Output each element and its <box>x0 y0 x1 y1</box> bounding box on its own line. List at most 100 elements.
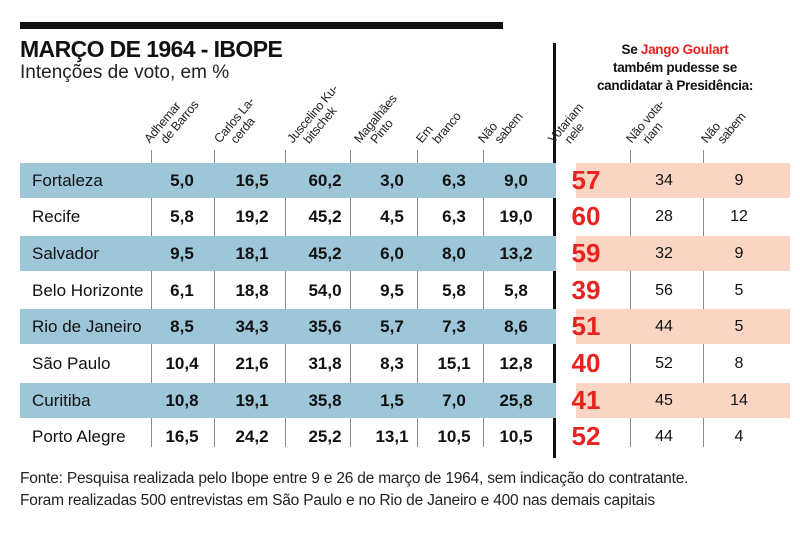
vote-percent-cell: 18,1 <box>235 244 269 263</box>
jango-dont-know-cell: 4 <box>734 428 744 445</box>
jango-dont-know-cell: 9 <box>734 172 744 189</box>
table-row: Recife 5,8 19,2 45,2 4,5 6,3 19,0 60 28 12 <box>20 199 790 234</box>
vote-percent-cell: 5,7 <box>380 317 404 336</box>
vote-percent-cell: 31,8 <box>308 354 342 373</box>
vote-percent-cell: 7,0 <box>442 391 466 410</box>
vote-percent-cell: 3,0 <box>380 171 404 190</box>
footnote-line2: Foram realizadas 500 entrevistas em São … <box>20 492 655 509</box>
column-header: Em branco <box>413 102 464 154</box>
jango-would-vote-cell: 39 <box>571 275 601 305</box>
vote-percent-cell: 45,2 <box>308 207 342 226</box>
city-name: Porto Alegre <box>32 427 126 446</box>
vote-percent-cell: 5,8 <box>442 281 466 300</box>
row-shade-right <box>576 383 790 418</box>
vote-percent-cell: 35,6 <box>308 317 342 336</box>
vote-percent-cell: 6,3 <box>442 171 466 190</box>
vote-percent-cell: 9,0 <box>504 171 528 190</box>
jango-dont-know-cell: 14 <box>730 392 748 409</box>
row-shade-left <box>20 236 556 271</box>
vote-percent-cell: 45,2 <box>308 244 342 263</box>
table-row: Rio de Janeiro 8,5 34,3 35,6 5,7 7,3 8,6 51 44 5 <box>20 309 790 344</box>
vote-percent-cell: 6,3 <box>442 207 466 226</box>
city-name: São Paulo <box>32 354 111 373</box>
table-row: Fortaleza 5,0 16,5 60,2 3,0 6,3 9,0 57 34 9 <box>20 163 790 198</box>
column-gridline <box>703 150 704 447</box>
table-row: São Paulo 10,4 21,6 31,8 8,3 15,1 12,8 40 52 8 <box>20 346 790 381</box>
city-name: Recife <box>32 207 81 226</box>
jango-would-not-vote-cell: 52 <box>655 355 673 372</box>
vote-percent-cell: 4,5 <box>380 207 404 226</box>
vote-percent-cell: 54,0 <box>308 281 342 300</box>
column-header: Magalhães Pinto <box>351 92 409 154</box>
vote-percent-cell: 8,3 <box>380 354 404 373</box>
vote-percent-cell: 8,6 <box>504 317 528 336</box>
jango-note-prefix: Se <box>621 42 641 57</box>
column-gridline <box>417 150 418 447</box>
vote-percent-cell: 25,8 <box>499 391 533 410</box>
vote-percent-cell: 10,8 <box>165 391 199 410</box>
city-name: Salvador <box>32 244 100 263</box>
column-header: Adhemar de Barros <box>141 90 201 154</box>
jango-dont-know-cell: 12 <box>730 208 748 225</box>
vote-percent-cell: 19,1 <box>235 391 269 410</box>
city-name: Curitiba <box>32 391 91 410</box>
column-gridline <box>483 150 484 447</box>
jango-would-not-vote-cell: 44 <box>655 318 673 335</box>
jango-would-vote-cell: 41 <box>571 385 601 415</box>
jango-would-not-vote-cell: 28 <box>655 208 673 225</box>
jango-would-not-vote-cell: 32 <box>655 245 673 262</box>
jango-would-vote-cell: 51 <box>571 311 601 341</box>
vote-percent-cell: 10,5 <box>499 427 533 446</box>
column-header: Não sabem <box>475 102 525 154</box>
jango-would-not-vote-cell: 34 <box>655 172 673 189</box>
jango-dont-know-cell: 8 <box>734 355 744 372</box>
vote-percent-cell: 18,8 <box>235 281 269 300</box>
city-name: Fortaleza <box>32 171 103 190</box>
column-header: Juscelino Ku-bitschek <box>284 82 351 154</box>
vote-percent-cell: 16,5 <box>235 171 269 190</box>
jango-would-vote-cell: 59 <box>571 238 601 268</box>
top-rule <box>20 22 503 29</box>
jango-name: Jango Goulart <box>640 42 729 57</box>
row-shade-left <box>20 309 556 344</box>
row-shade-right <box>576 236 790 271</box>
column-header: Carlos La-cerda <box>211 95 267 154</box>
vote-percent-cell: 8,5 <box>170 317 194 336</box>
vote-percent-cell: 1,5 <box>380 391 404 410</box>
jango-would-vote-cell: 40 <box>571 348 601 378</box>
vote-percent-cell: 15,1 <box>437 354 471 373</box>
column-gridline <box>214 150 215 447</box>
vote-percent-cell: 60,2 <box>308 171 342 190</box>
city-name: Belo Horizonte <box>32 281 144 300</box>
column-header: Não vota-riam <box>623 97 677 154</box>
jango-would-vote-cell: 52 <box>571 421 601 451</box>
vote-percent-cell: 12,8 <box>499 354 533 373</box>
vote-percent-cell: 6,1 <box>170 281 194 300</box>
vote-percent-cell: 5,8 <box>170 207 194 226</box>
row-shade-left <box>20 383 556 418</box>
vote-percent-cell: 9,5 <box>170 244 194 263</box>
vote-percent-cell: 35,8 <box>308 391 342 410</box>
column-header: Não sabem <box>698 102 748 154</box>
jango-dont-know-cell: 5 <box>734 318 744 335</box>
jango-dont-know-cell: 9 <box>734 245 744 262</box>
vote-percent-cell: 13,1 <box>375 427 409 446</box>
vote-percent-cell: 19,2 <box>235 207 269 226</box>
vote-percent-cell: 10,4 <box>165 354 199 373</box>
jango-would-not-vote-cell: 45 <box>655 392 673 409</box>
column-gridline <box>350 150 351 447</box>
vote-percent-cell: 13,2 <box>499 244 533 263</box>
vote-percent-cell: 19,0 <box>499 207 533 226</box>
jango-note-line2: também pudesse se <box>613 60 737 75</box>
row-shade-right <box>576 309 790 344</box>
city-name: Rio de Janeiro <box>32 317 142 336</box>
jango-would-vote-cell: 60 <box>571 201 601 231</box>
vote-percent-cell: 25,2 <box>308 427 342 446</box>
vote-percent-cell: 5,8 <box>504 281 528 300</box>
vote-percent-cell: 24,2 <box>235 427 269 446</box>
page-subtitle: Intenções de voto, em % <box>20 62 230 83</box>
row-shade-left <box>20 163 556 198</box>
vote-percent-cell: 34,3 <box>235 317 269 336</box>
jango-dont-know-cell: 5 <box>734 282 744 299</box>
jango-would-not-vote-cell: 56 <box>655 282 673 299</box>
